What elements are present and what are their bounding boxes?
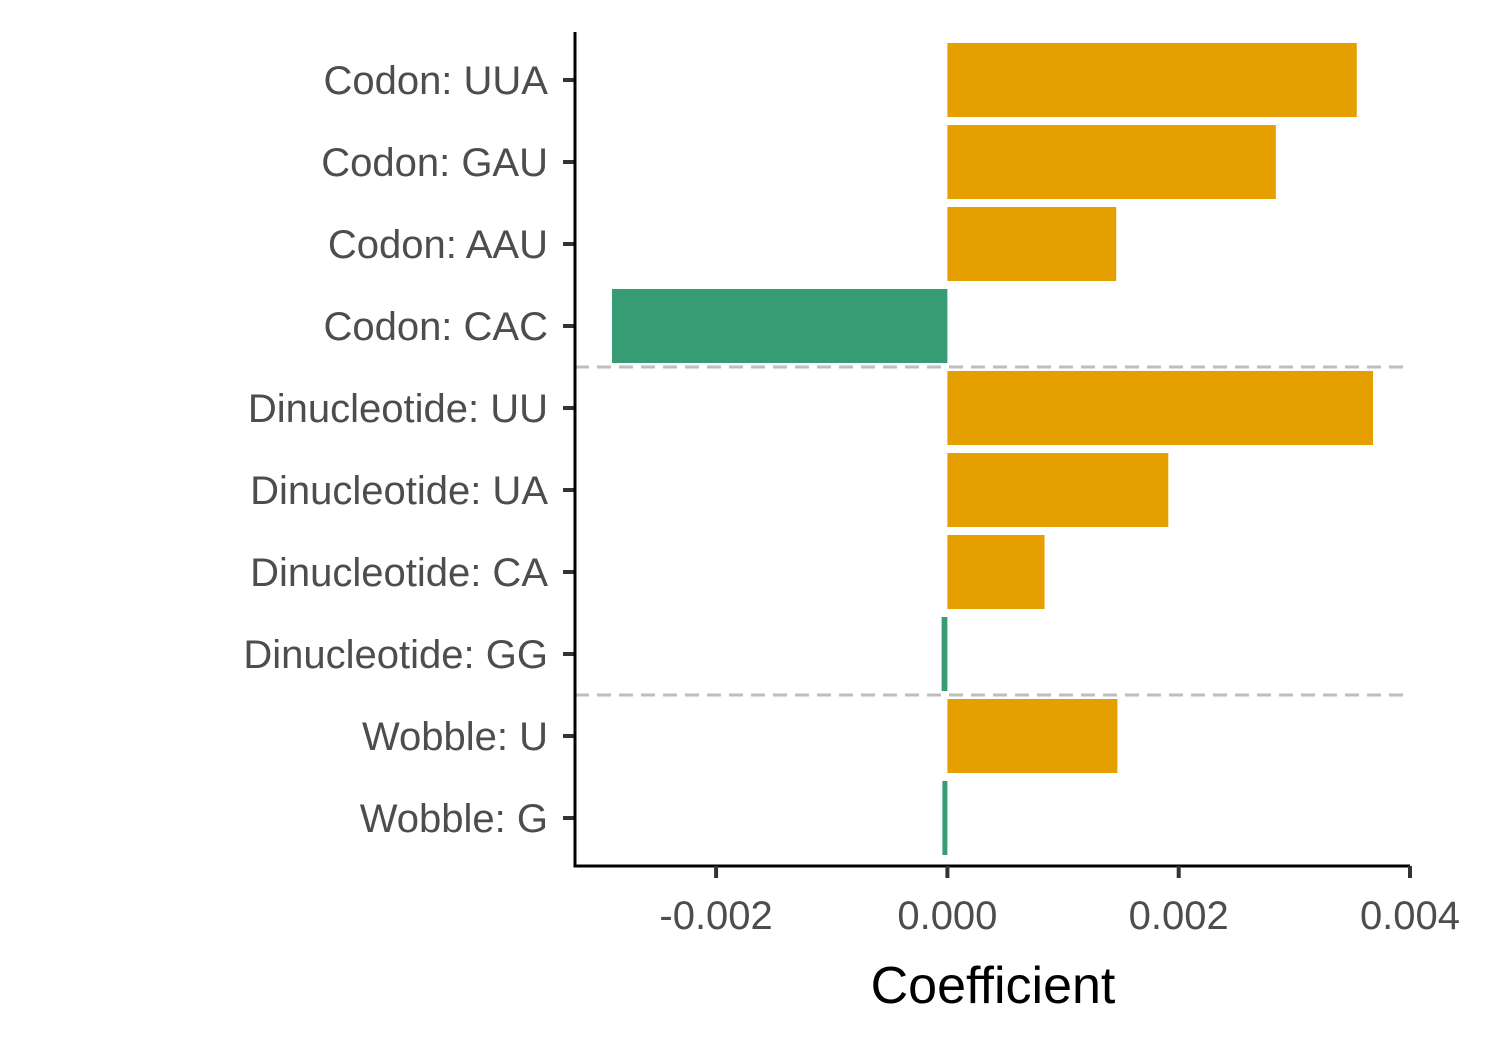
y-tick-label: Wobble: G xyxy=(360,797,548,841)
x-axis-title: Coefficient xyxy=(871,957,1116,1015)
bar xyxy=(947,453,1169,527)
bar xyxy=(947,207,1117,281)
x-tick-label: -0.002 xyxy=(659,894,772,938)
bar xyxy=(947,699,1118,773)
y-tick-label: Dinucleotide: UU xyxy=(248,387,548,431)
y-tick-label: Dinucleotide: GG xyxy=(243,633,548,677)
x-tick-label: 0.002 xyxy=(1129,894,1229,938)
y-tick-label: Wobble: U xyxy=(362,715,548,759)
bar xyxy=(947,125,1276,199)
bar xyxy=(947,535,1045,609)
bar xyxy=(612,289,948,363)
x-axis: -0.002 0.000 0.002 0.004 xyxy=(573,864,1460,938)
y-axis: Codon: UUA Codon: GAU Codon: AAU Codon: CAC… xyxy=(243,32,577,866)
y-tick-label: Dinucleotide: CA xyxy=(250,551,548,595)
y-tick-label: Codon: GAU xyxy=(321,141,548,185)
x-tick-label: 0.004 xyxy=(1360,894,1460,938)
y-tick-label: Codon: UUA xyxy=(323,59,548,103)
y-tick-label: Codon: AAU xyxy=(328,223,548,267)
bar xyxy=(947,371,1373,445)
group-separators xyxy=(575,365,1410,697)
x-tick-label: 0.000 xyxy=(897,894,997,938)
bar xyxy=(942,781,948,855)
bars xyxy=(612,43,1373,855)
y-tick-label: Codon: CAC xyxy=(323,305,548,349)
bar xyxy=(941,617,948,691)
y-tick-label: Dinucleotide: UA xyxy=(250,469,548,513)
bar xyxy=(947,43,1357,117)
